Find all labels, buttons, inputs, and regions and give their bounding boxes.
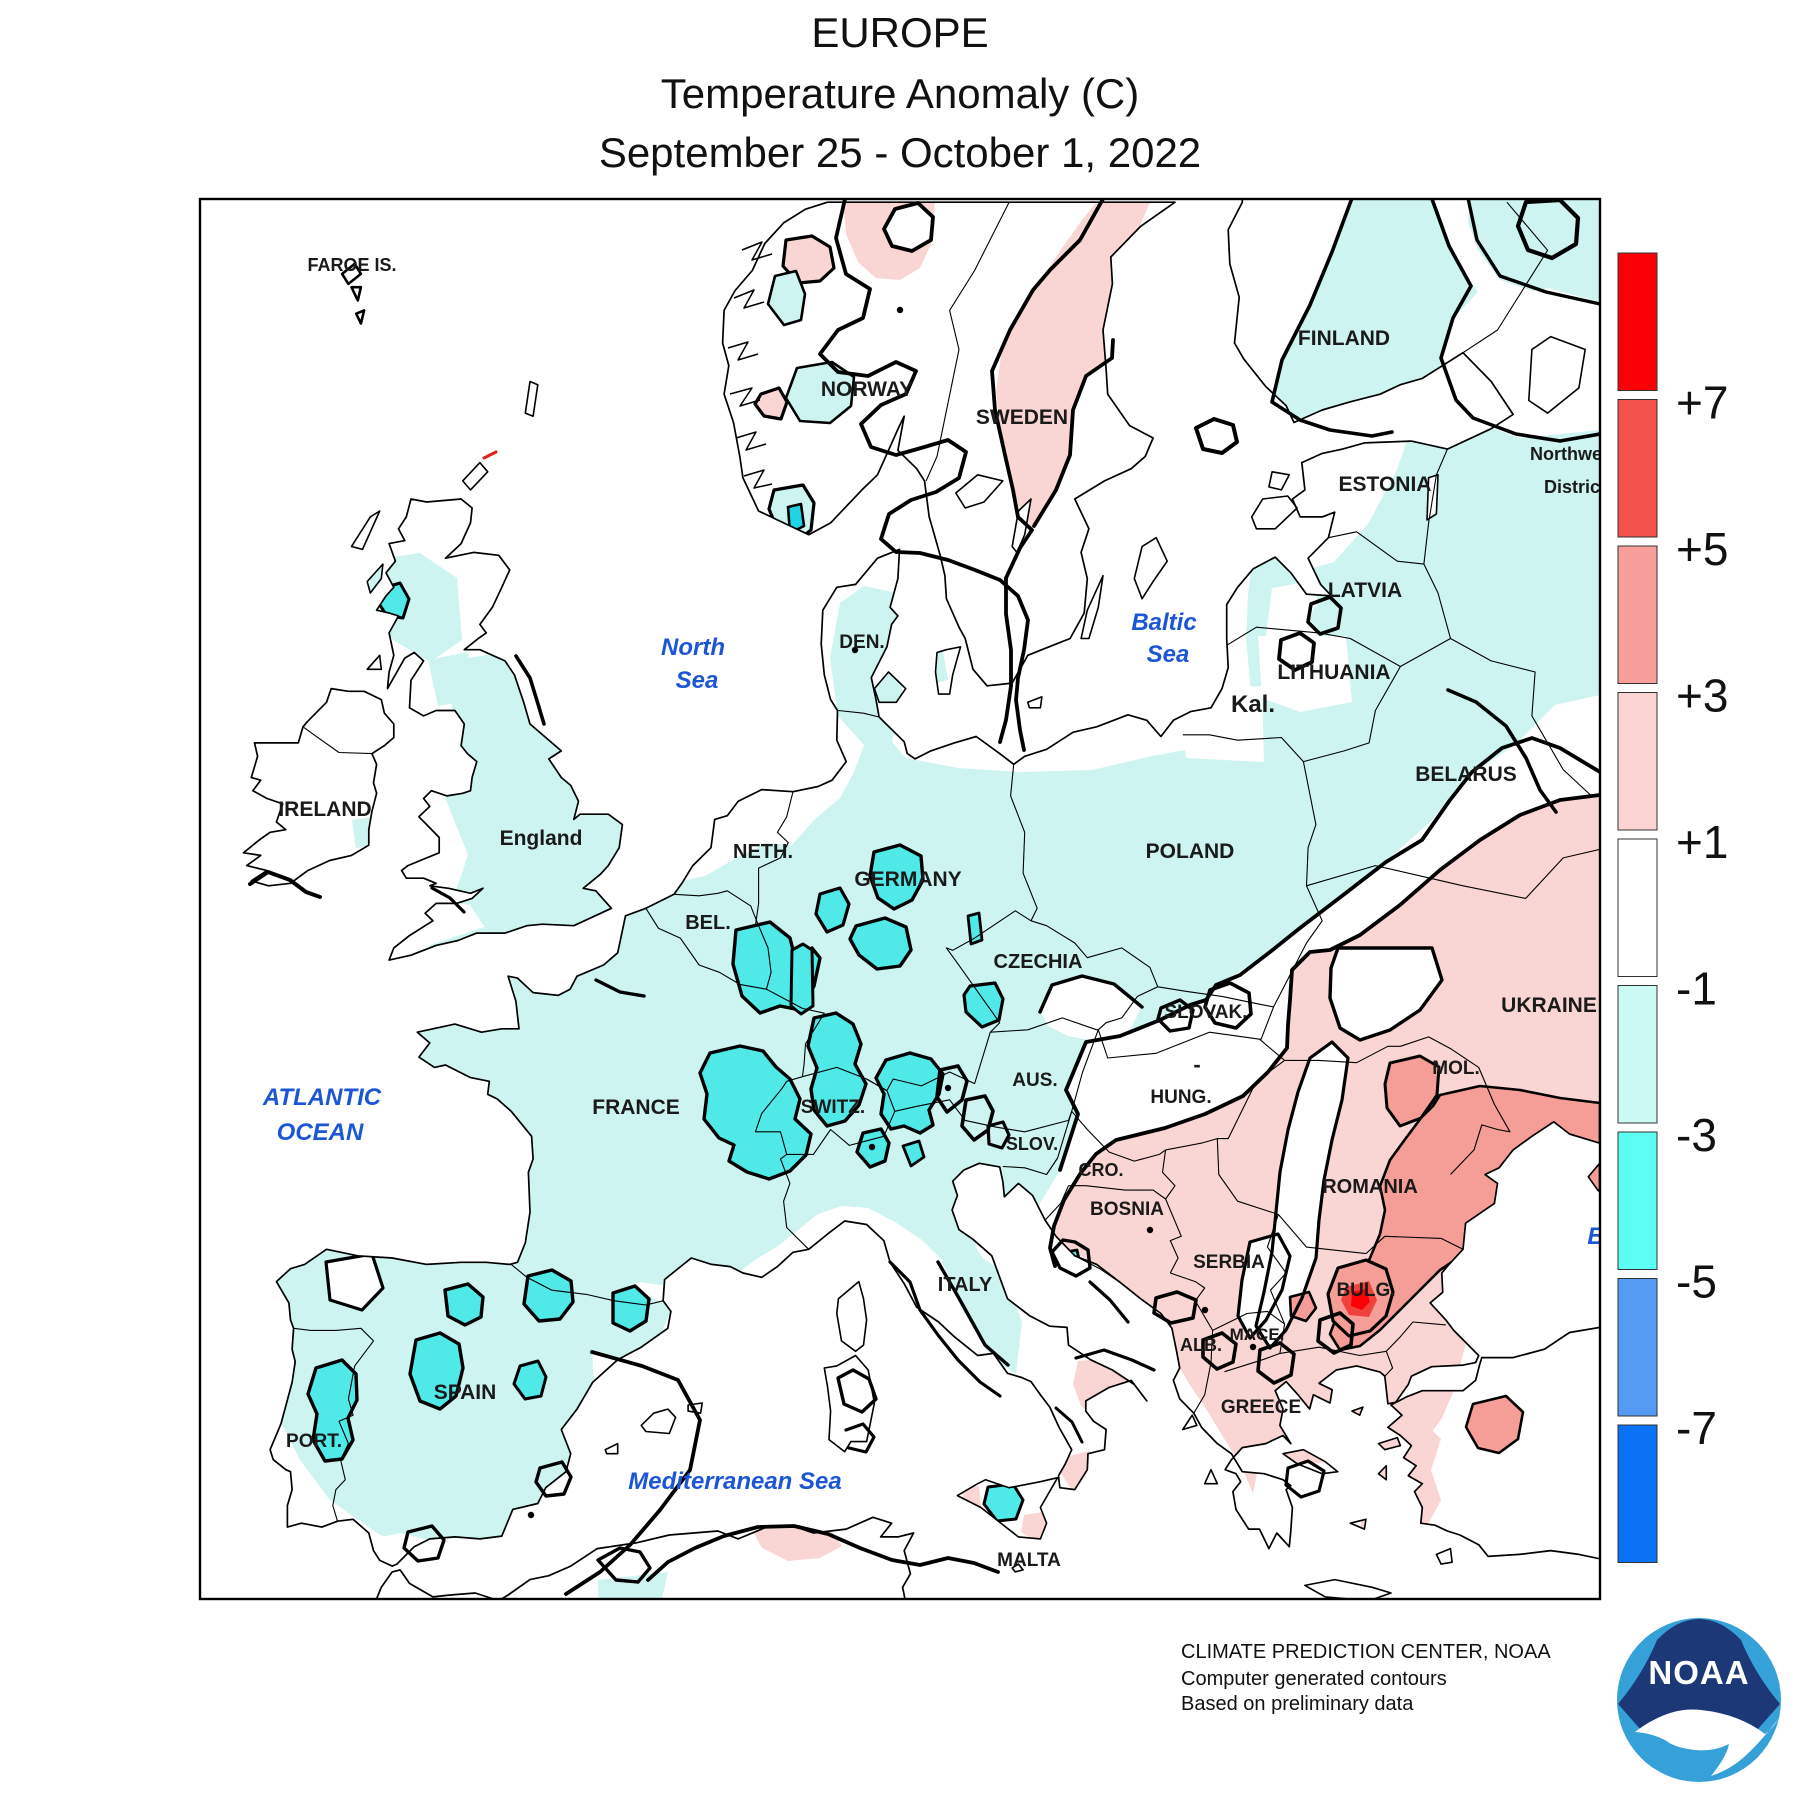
svg-text:SLOVAK.: SLOVAK. xyxy=(1164,1002,1247,1023)
svg-text:Kal.: Kal. xyxy=(1231,691,1275,718)
svg-text:Mediterranean Sea: Mediterranean Sea xyxy=(628,1468,841,1495)
svg-text:England: England xyxy=(500,827,583,850)
svg-text:-3: -3 xyxy=(1676,1109,1717,1161)
svg-text:LITHUANIA: LITHUANIA xyxy=(1277,661,1390,684)
svg-text:ALB.: ALB. xyxy=(1180,1335,1222,1355)
svg-text:-: - xyxy=(1193,1052,1200,1077)
svg-text:SWITZ.: SWITZ. xyxy=(801,1097,865,1118)
svg-text:Based on preliminary data: Based on preliminary data xyxy=(1181,1693,1414,1715)
svg-text:LATVIA: LATVIA xyxy=(1328,579,1402,602)
svg-text:+3: +3 xyxy=(1676,670,1728,722)
svg-text:ROMANIA: ROMANIA xyxy=(1322,1176,1418,1198)
svg-text:-7: -7 xyxy=(1676,1402,1717,1454)
svg-text:MALTA: MALTA xyxy=(997,1550,1061,1571)
svg-text:NORWAY: NORWAY xyxy=(821,378,913,401)
svg-text:BOSNIA: BOSNIA xyxy=(1090,1199,1164,1220)
svg-text:FRANCE: FRANCE xyxy=(592,1096,680,1119)
svg-text:B: B xyxy=(1587,1223,1604,1250)
svg-text:CRO.: CRO. xyxy=(1079,1160,1124,1180)
svg-text:SWEDEN: SWEDEN xyxy=(976,406,1068,429)
svg-text:North: North xyxy=(661,634,725,661)
svg-text:CZECHIA: CZECHIA xyxy=(994,951,1083,973)
svg-text:Sea: Sea xyxy=(676,667,719,694)
svg-text:September 25 - October 1, 2022: September 25 - October 1, 2022 xyxy=(599,129,1201,176)
svg-text:+1: +1 xyxy=(1676,816,1728,868)
svg-text:Computer generated contours: Computer generated contours xyxy=(1181,1668,1447,1690)
svg-text:ATLANTIC: ATLANTIC xyxy=(262,1084,382,1111)
svg-text:BULG.: BULG. xyxy=(1336,1280,1395,1301)
svg-text:GERMANY: GERMANY xyxy=(854,868,961,891)
svg-text:EUROPE: EUROPE xyxy=(811,9,988,56)
svg-text:UKRAINE: UKRAINE xyxy=(1501,994,1597,1017)
svg-text:DEN.: DEN. xyxy=(839,632,884,653)
svg-text:GREECE: GREECE xyxy=(1221,1397,1301,1418)
svg-text:-5: -5 xyxy=(1676,1256,1717,1308)
svg-text:SLOV.: SLOV. xyxy=(1006,1134,1058,1154)
svg-text:+7: +7 xyxy=(1676,377,1728,429)
svg-text:FAROE IS.: FAROE IS. xyxy=(307,255,396,275)
svg-text:POLAND: POLAND xyxy=(1146,840,1235,863)
svg-text:AUS.: AUS. xyxy=(1012,1070,1057,1091)
svg-text:ESTONIA: ESTONIA xyxy=(1339,473,1432,496)
svg-text:Sea: Sea xyxy=(1147,641,1190,668)
svg-text:BEL.: BEL. xyxy=(685,912,731,934)
svg-text:Northwest: Northwest xyxy=(1530,444,1618,464)
svg-text:SERBIA: SERBIA xyxy=(1193,1252,1265,1273)
svg-text:IRELAND: IRELAND xyxy=(278,798,371,821)
svg-text:NOAA: NOAA xyxy=(1648,1654,1749,1691)
svg-text:BELARUS: BELARUS xyxy=(1415,763,1517,786)
svg-text:Temperature Anomaly (C): Temperature Anomaly (C) xyxy=(661,70,1140,117)
svg-text:CLIMATE PREDICTION CENTER, NOA: CLIMATE PREDICTION CENTER, NOAA xyxy=(1181,1641,1551,1663)
svg-text:FINLAND: FINLAND xyxy=(1298,327,1390,350)
svg-text:NETH.: NETH. xyxy=(733,841,793,863)
svg-text:-1: -1 xyxy=(1676,963,1717,1015)
svg-text:MACE.: MACE. xyxy=(1230,1325,1285,1344)
svg-text:PORT.: PORT. xyxy=(286,1431,342,1452)
svg-text:ITALY: ITALY xyxy=(938,1274,993,1296)
svg-text:Baltic: Baltic xyxy=(1131,609,1196,636)
svg-text:+5: +5 xyxy=(1676,523,1728,575)
svg-text:District: District xyxy=(1544,477,1606,497)
svg-text:HUNG.: HUNG. xyxy=(1150,1087,1211,1108)
svg-text:SPAIN: SPAIN xyxy=(434,1381,497,1404)
svg-text:OCEAN: OCEAN xyxy=(277,1119,364,1146)
svg-text:MOL.: MOL. xyxy=(1432,1058,1480,1079)
